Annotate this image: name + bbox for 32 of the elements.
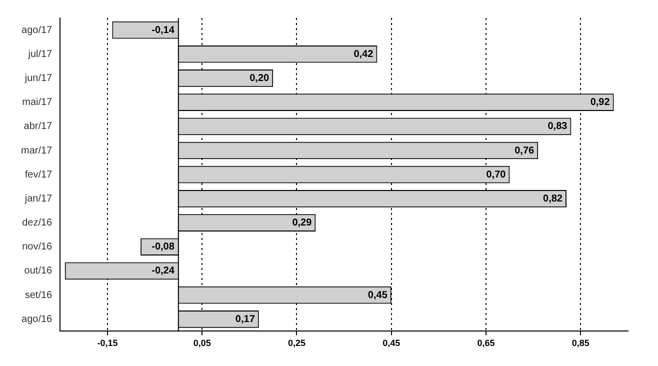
y-tick-label: ago/16 — [22, 314, 53, 325]
y-tick-label: dez/16 — [22, 218, 53, 229]
data-label: 0,29 — [292, 218, 312, 229]
data-label: -0,24 — [152, 266, 175, 277]
data-label: 0,82 — [543, 193, 563, 204]
x-tick-label: 0,65 — [477, 338, 495, 348]
data-label: 0,83 — [548, 121, 568, 132]
y-tick-label: mai/17 — [22, 97, 53, 108]
data-label: 0,76 — [514, 145, 535, 156]
data-label: 0,17 — [235, 314, 256, 325]
y-tick-label: out/16 — [24, 266, 53, 277]
y-tick-label: abr/17 — [24, 121, 53, 132]
data-label: 0,20 — [250, 72, 270, 84]
y-tick-label: fev/17 — [24, 169, 53, 180]
data-label: -0,08 — [152, 242, 175, 253]
y-tick-label: ago/17 — [22, 24, 53, 36]
x-tick-label: 0,85 — [572, 338, 590, 348]
x-tick-label: 0,45 — [382, 338, 400, 348]
data-label: 0,45 — [368, 290, 388, 301]
y-tick-label: jul/17 — [27, 48, 53, 60]
x-tick-label: 0,05 — [193, 338, 211, 348]
y-tick-label: set/16 — [24, 290, 53, 301]
y-tick-label: mar/17 — [21, 145, 53, 156]
y-tick-label: jan/17 — [24, 193, 53, 204]
x-tick-label: 0,25 — [288, 338, 306, 348]
data-label: 0,92 — [590, 97, 610, 108]
y-tick-label: nov/16 — [22, 242, 53, 253]
x-tick-label: -0,15 — [97, 338, 118, 348]
data-label: -0,14 — [152, 24, 175, 36]
data-label: 0,42 — [354, 48, 374, 60]
y-tick-label: jun/17 — [24, 72, 53, 84]
data-label: 0,70 — [486, 169, 506, 180]
